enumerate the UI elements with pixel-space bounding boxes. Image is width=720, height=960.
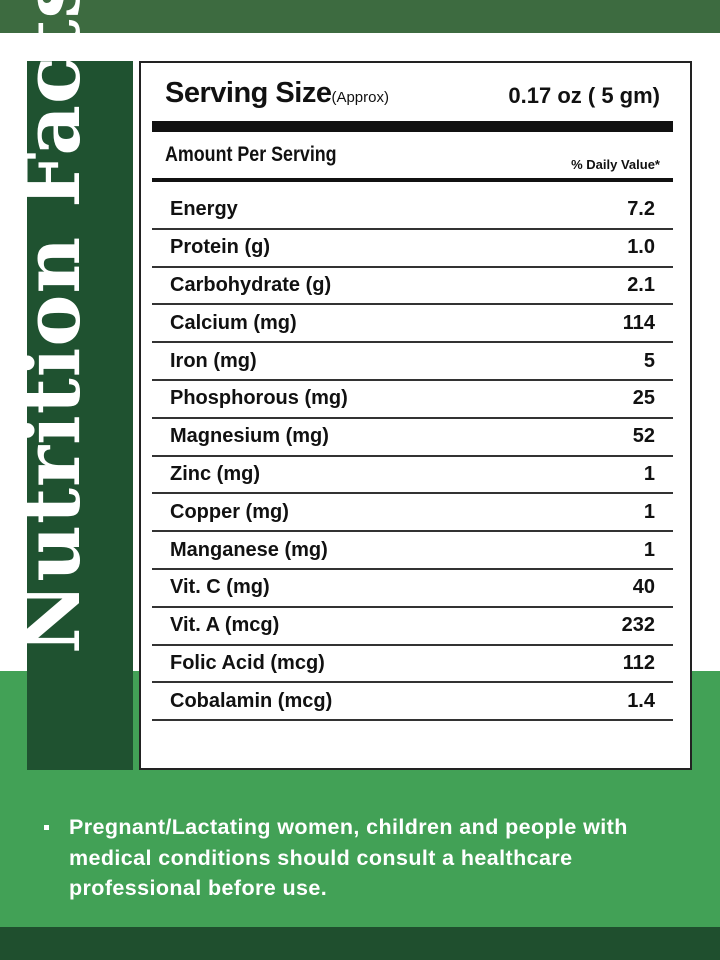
nutrient-rows: Energy 7.2 Protein (g) 1.0 Carbohydrate (g) 2…: [152, 192, 673, 722]
nutrient-row: Cobalamin (mcg) 1.4: [152, 683, 673, 722]
nutrient-row: Magnesium (mg) 52: [152, 419, 673, 457]
nutrient-name: Magnesium (mg): [170, 425, 329, 448]
side-panel: [27, 61, 133, 770]
nutrient-name: Vit. C (mg): [170, 576, 270, 599]
serving-size-value: 0.17 oz ( 5 gm): [508, 83, 660, 108]
serving-label: Serving Size: [165, 77, 332, 109]
nutrient-row: Vit. A (mcg) 232: [152, 608, 673, 646]
nutrient-row: Phosphorous (mg) 25: [152, 381, 673, 419]
nutrition-table: Serving Size(Approx) 0.17 oz ( 5 gm) Amo…: [139, 61, 692, 770]
nutrient-name: Energy: [170, 198, 238, 221]
nutrient-value: 52: [632, 425, 655, 448]
nutrient-value: 112: [622, 651, 655, 674]
nutrient-value: 2.1: [627, 273, 655, 296]
divider-thick: [152, 121, 673, 132]
disclaimer: Pregnant/Lactating women, children and p…: [44, 812, 684, 904]
nutrient-name: Copper (mg): [170, 500, 289, 523]
serving-qualifier: (Approx): [331, 89, 389, 106]
amount-per-serving: Amount Per Serving: [165, 143, 337, 166]
daily-value-label: % Daily Value*: [571, 157, 660, 172]
nutrient-name: Cobalamin (mcg): [170, 689, 333, 712]
nutrient-row: Protein (g) 1.0: [152, 230, 673, 268]
nutrient-value: 1.4: [627, 689, 655, 712]
nutrient-value: 232: [621, 614, 655, 637]
nutrient-row: Vit. C (mg) 40: [152, 570, 673, 608]
nutrient-row: Calcium (mg) 114: [152, 305, 673, 344]
nutrient-name: Iron (mg): [170, 349, 257, 372]
nutrient-value: 7.2: [627, 198, 655, 221]
nutrient-value: 1: [643, 500, 655, 523]
nutrient-row: Manganese (mg) 1: [152, 532, 673, 570]
nutrient-row: Iron (mg) 5: [152, 343, 673, 381]
nutrient-name: Calcium (mg): [170, 311, 297, 334]
nutrition-facts-title: Nutrition Facts: [7, 0, 98, 654]
nutrient-name: Carbohydrate (g): [170, 273, 332, 296]
serving-size-label: Serving Size(Approx): [165, 77, 389, 110]
divider: [152, 178, 673, 182]
nutrient-row: Folic Acid (mcg) 112: [152, 646, 673, 684]
nutrient-row: Zinc (mg) 1: [152, 457, 673, 495]
nutrient-name: Zinc (mg): [170, 462, 260, 485]
nutrient-row: Energy 7.2: [152, 192, 673, 230]
nutrient-name: Folic Acid (mcg): [170, 651, 325, 674]
nutrient-value: 5: [643, 349, 655, 372]
bullet-icon: [44, 825, 49, 830]
nutrient-name: Manganese (mg): [170, 538, 328, 561]
nutrient-value: 25: [632, 387, 655, 410]
nutrient-row: Carbohydrate (g) 2.1: [152, 268, 673, 306]
disclaimer-text: Pregnant/Lactating women, children and p…: [69, 815, 628, 900]
nutrient-name: Phosphorous (mg): [170, 387, 348, 410]
nutrient-value: 114: [622, 311, 655, 334]
nutrient-value: 1: [643, 462, 655, 485]
nutrient-value: 1: [643, 538, 655, 561]
nutrient-name: Vit. A (mcg): [170, 614, 280, 637]
nutrient-value: 40: [632, 576, 655, 599]
top-bar: [0, 0, 720, 33]
nutrient-row: Copper (mg) 1: [152, 494, 673, 533]
nutrient-name: Protein (g): [170, 236, 270, 259]
nutrient-value: 1.0: [627, 236, 655, 259]
bottom-bar: [0, 927, 720, 960]
